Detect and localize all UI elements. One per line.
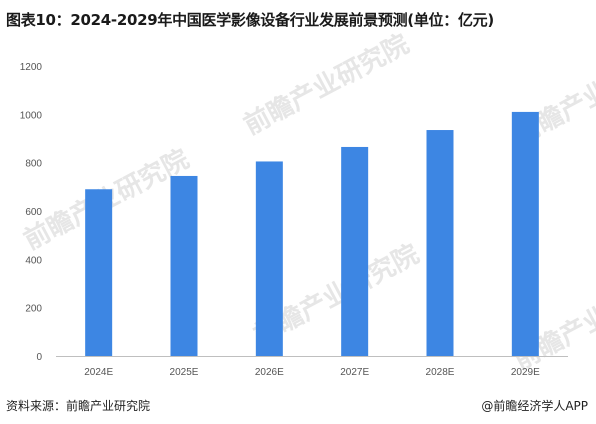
bar-2025E bbox=[170, 175, 198, 356]
y-tick-label: 1200 bbox=[20, 62, 43, 73]
bar-2029E bbox=[511, 111, 539, 357]
y-tick-label: 0 bbox=[36, 352, 42, 363]
bar-2024E bbox=[85, 189, 113, 356]
chart-title: 图表10：2024-2029年中国医学影像设备行业发展前景预测(单位：亿元) bbox=[6, 11, 494, 29]
y-tick-label: 800 bbox=[25, 159, 42, 170]
y-tick-label: 400 bbox=[25, 255, 42, 266]
x-tick-label: 2026E bbox=[255, 367, 284, 378]
bar-2027E bbox=[341, 146, 369, 356]
x-tick-label: 2029E bbox=[511, 367, 540, 378]
source-note: 资料来源：前瞻产业研究院 bbox=[6, 399, 151, 413]
x-tick-label: 2028E bbox=[426, 367, 455, 378]
x-tick-label: 2024E bbox=[84, 367, 113, 378]
x-axis: 2024E 2025E 2026E 2027E 2028E 2029E bbox=[56, 356, 568, 378]
bar-2026E bbox=[255, 161, 283, 356]
x-tick-label: 2025E bbox=[170, 367, 199, 378]
y-axis: 0 200 400 600 800 1000 1200 bbox=[20, 62, 43, 363]
y-tick-label: 600 bbox=[25, 207, 42, 218]
brand-label: @前瞻经济学人APP bbox=[481, 399, 588, 413]
bars bbox=[85, 111, 539, 357]
x-tick-label: 2027E bbox=[340, 367, 369, 378]
y-tick-label: 1000 bbox=[20, 110, 43, 121]
y-tick-label: 200 bbox=[25, 304, 42, 315]
bar-2028E bbox=[426, 130, 454, 356]
watermark-text: 前瞻产业研究院 bbox=[239, 28, 414, 141]
